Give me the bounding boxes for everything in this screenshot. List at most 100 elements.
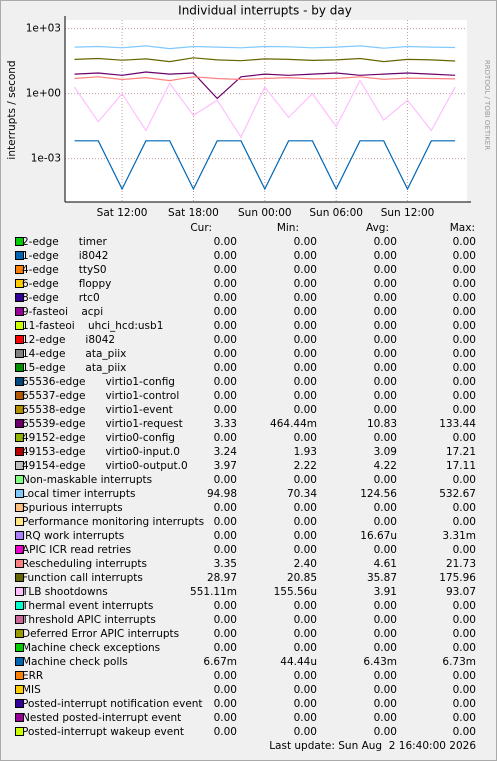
legend-stat: 0.00 xyxy=(294,390,317,402)
legend-stat: 0.00 xyxy=(294,544,317,556)
legend-stat: 3.97 xyxy=(214,460,237,472)
legend-stat: 0.00 xyxy=(214,698,237,710)
legend-stat: 6.73m xyxy=(442,656,476,668)
legend-stat: 551.11m xyxy=(190,586,237,598)
legend-stat: 0.00 xyxy=(374,614,397,626)
legend-label: Local timer interrupts xyxy=(22,488,135,500)
legend-stat: 0.00 xyxy=(214,544,237,556)
legend-stat: 0.00 xyxy=(374,278,397,290)
legend-stat: 0.00 xyxy=(453,404,476,416)
legend-swatch xyxy=(15,503,24,512)
legend-stat: 0.00 xyxy=(294,502,317,514)
legend-stat: 0.00 xyxy=(374,348,397,360)
legend-stat: 0.00 xyxy=(294,530,317,542)
legend-swatch xyxy=(15,391,24,400)
legend-label: Posted-interrupt wakeup event xyxy=(22,726,184,738)
legend-stat: 3.24 xyxy=(214,446,238,458)
legend-swatch xyxy=(15,517,24,526)
legend-stat: 0.00 xyxy=(214,614,237,626)
legend-swatch xyxy=(15,419,24,428)
legend-stat: 124.56 xyxy=(360,488,397,500)
legend-stat: 0.00 xyxy=(374,684,397,696)
legend-stat: 0.00 xyxy=(453,376,476,388)
side-label: RRDTOOL / TOBI OETIKER xyxy=(483,60,491,150)
legend-label: 1-edge i8042 xyxy=(22,250,108,262)
legend-stat: 21.73 xyxy=(446,558,476,570)
column-header: Cur: xyxy=(190,222,212,234)
legend-label: 12-edge i8042 xyxy=(22,334,115,346)
legend-swatch xyxy=(15,265,24,274)
legend-swatch xyxy=(15,377,24,386)
legend-label: 6-edge floppy xyxy=(22,278,111,290)
x-tick-label: Sun 06:00 xyxy=(309,207,363,219)
legend-stat: 0.00 xyxy=(214,432,237,444)
legend-label: Non-maskable interrupts xyxy=(22,474,152,486)
legend-stat: 0.00 xyxy=(453,292,476,304)
legend-stat: 0.00 xyxy=(214,250,237,262)
legend-swatch xyxy=(15,587,24,596)
legend-label: Machine check exceptions xyxy=(22,642,160,654)
legend-label: Nested posted-interrupt event xyxy=(22,712,181,724)
legend-stat: 0.00 xyxy=(214,530,237,542)
legend-swatch xyxy=(15,349,24,358)
legend-stat: 0.00 xyxy=(294,432,317,444)
legend-stat: 0.00 xyxy=(374,516,397,528)
legend-swatch xyxy=(15,545,24,554)
legend-stat: 0.00 xyxy=(294,726,317,738)
series-line xyxy=(74,140,456,191)
legend-stat: 0.00 xyxy=(214,264,237,276)
legend-stat: 0.00 xyxy=(453,726,476,738)
legend-stat: 0.00 xyxy=(294,698,317,710)
legend-stat: 3.09 xyxy=(374,446,397,458)
legend-label: TLB shootdowns xyxy=(21,586,108,598)
y-tick-label: 1e-03 xyxy=(31,153,61,165)
legend-stat: 10.83 xyxy=(367,418,397,430)
column-header: Max: xyxy=(450,222,475,234)
legend-swatch xyxy=(15,475,24,484)
legend-swatch xyxy=(15,321,24,330)
legend-stat: 0.00 xyxy=(294,236,317,248)
x-tick-label: Sun 12:00 xyxy=(381,207,435,219)
legend-swatch xyxy=(15,643,24,652)
legend-stat: 0.00 xyxy=(453,474,476,486)
legend-stat: 0.00 xyxy=(374,376,397,388)
legend-stat: 0.00 xyxy=(453,544,476,556)
legend-label: ERR xyxy=(22,670,43,682)
plot-area xyxy=(65,20,467,202)
column-header: Avg: xyxy=(366,222,389,234)
legend-stat: 0.00 xyxy=(374,698,397,710)
legend-swatch xyxy=(15,601,24,610)
legend-stat: 0.00 xyxy=(374,264,397,276)
series-line xyxy=(74,71,456,100)
x-tick-label: Sun 00:00 xyxy=(238,207,292,219)
legend-stat: 0.00 xyxy=(214,390,237,402)
legend-stat: 0.00 xyxy=(214,348,237,360)
legend-stat: 0.00 xyxy=(214,600,237,612)
legend-label: Machine check polls xyxy=(22,656,128,668)
legend-stat: 3.35 xyxy=(214,558,237,570)
legend-stat: 0.00 xyxy=(214,334,237,346)
legend-stat: 0.00 xyxy=(453,278,476,290)
legend-stat: 0.00 xyxy=(294,628,317,640)
legend-stat: 70.34 xyxy=(287,488,317,500)
column-header: Min: xyxy=(277,222,299,234)
legend-swatch xyxy=(15,307,24,316)
legend-stat: 20.85 xyxy=(287,572,317,584)
legend-stat: 0.00 xyxy=(214,712,237,724)
legend-label: 65539-edge virtio1-request xyxy=(22,418,183,430)
legend-stat: 0.00 xyxy=(294,404,317,416)
legend-label: 9-fasteoi acpi xyxy=(22,306,103,318)
legend-stat: 0.00 xyxy=(294,670,317,682)
legend-stat: 0.00 xyxy=(214,516,237,528)
legend-stat: 0.00 xyxy=(294,264,317,276)
legend-stat: 0.00 xyxy=(214,236,237,248)
legend-label: 49153-edge virtio0-input.0 xyxy=(22,446,180,458)
last-update: Last update: Sun Aug 2 16:40:00 2026 xyxy=(269,740,476,752)
legend-label: 8-edge rtc0 xyxy=(22,292,100,304)
legend-stat: 0.00 xyxy=(453,236,476,248)
legend-stat: 0.00 xyxy=(294,684,317,696)
legend-swatch xyxy=(15,657,24,666)
legend-stat: 0.00 xyxy=(374,320,397,332)
legend-stat: 17.21 xyxy=(446,446,476,458)
legend-stat: 0.00 xyxy=(374,474,397,486)
